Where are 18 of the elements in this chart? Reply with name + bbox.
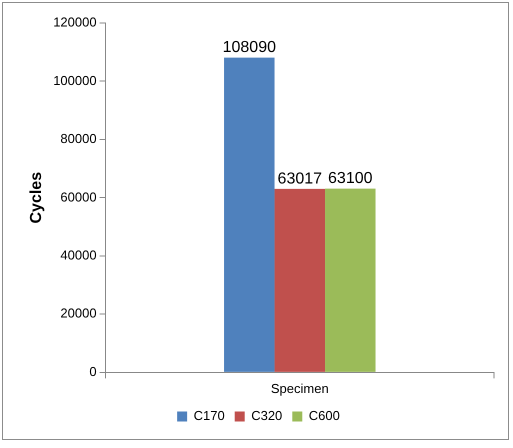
y-tick-label: 20000	[60, 306, 97, 321]
y-tick-label: 60000	[60, 189, 97, 204]
x-tick-label: Specimen	[270, 380, 329, 396]
y-tick-label: 0	[89, 364, 97, 379]
bar	[224, 58, 275, 372]
legend-label: C320	[251, 408, 282, 424]
data-label: 108090	[222, 39, 276, 56]
y-tick-label: 40000	[60, 248, 97, 263]
y-tick-label: 100000	[53, 72, 97, 88]
y-axis-title: Cycles	[28, 172, 46, 224]
bar	[274, 188, 326, 372]
y-tick-label: 80000	[60, 131, 97, 146]
y-tick-label: 120000	[53, 14, 97, 30]
legend-label: C600	[308, 408, 340, 424]
bar	[325, 188, 376, 372]
data-label: 63017	[278, 170, 322, 188]
data-label: 63100	[328, 170, 373, 188]
legend-label: C170	[194, 408, 225, 424]
